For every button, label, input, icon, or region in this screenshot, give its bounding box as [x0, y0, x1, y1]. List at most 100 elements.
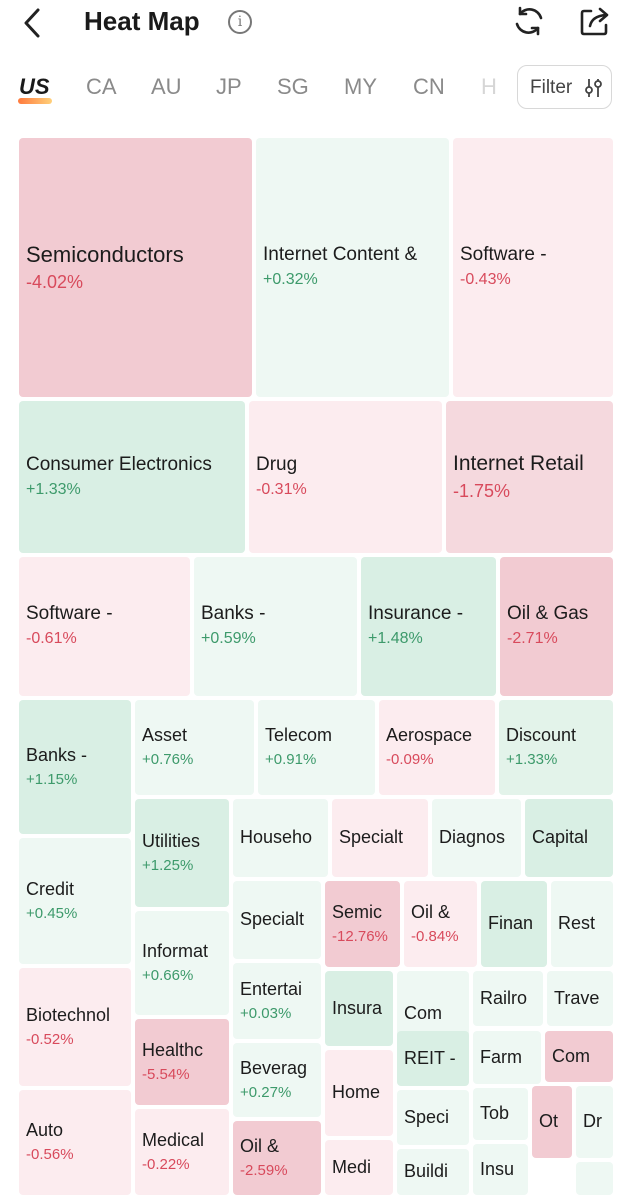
- tile-name: Farm: [480, 1047, 522, 1067]
- heat-map-tile[interactable]: Drug -0.31%: [249, 401, 442, 553]
- tile-name: Aerospace: [386, 725, 473, 745]
- heat-map-tile[interactable]: Speci: [397, 1090, 469, 1145]
- tile-name: Semiconductors: [26, 242, 184, 267]
- heat-map-tile[interactable]: Software - -0.43%: [453, 138, 613, 397]
- tab-ca[interactable]: CA: [86, 74, 117, 99]
- tile-name: Househo: [240, 827, 313, 847]
- heat-map-tile[interactable]: Dr: [576, 1086, 613, 1158]
- heat-map-tile[interactable]: Asset +0.76%: [135, 700, 254, 795]
- tab-sg[interactable]: SG: [277, 74, 309, 99]
- heat-map-tile[interactable]: Banks - +0.59%: [194, 557, 357, 696]
- tile-change: -0.61%: [26, 630, 77, 647]
- tile-change: +1.15%: [26, 771, 78, 788]
- market-tabs: US CA AU JP SG MY CN H: [0, 62, 633, 114]
- heat-map-tile[interactable]: Beverag +0.27%: [233, 1043, 321, 1117]
- tile-change: +1.33%: [506, 751, 558, 768]
- heat-map-tile[interactable]: Finan: [481, 881, 547, 967]
- heat-map-tile[interactable]: Farm: [473, 1031, 541, 1084]
- heat-map-tile[interactable]: Oil & Gas -2.71%: [500, 557, 613, 696]
- tile-change: -0.22%: [142, 1156, 190, 1173]
- heat-map-tile[interactable]: Capital: [525, 799, 613, 877]
- heat-map-tile[interactable]: Househo: [233, 799, 328, 877]
- tile-name: Rest: [558, 913, 596, 933]
- heat-map-tile[interactable]: Informat +0.66%: [135, 911, 229, 1015]
- tile-change: +0.45%: [26, 905, 78, 922]
- tab-jp[interactable]: JP: [216, 74, 242, 99]
- tile-change: +1.25%: [142, 857, 194, 874]
- tile-name: Software -: [460, 244, 547, 265]
- heat-map-tile[interactable]: Banks - +1.15%: [19, 700, 131, 834]
- tile-name: Oil &: [411, 902, 451, 922]
- tile-name: Consumer Electronics: [26, 454, 212, 475]
- tile-name: Trave: [554, 988, 600, 1008]
- heat-map-tile[interactable]: Internet Content & +0.32%: [256, 138, 449, 397]
- tile-name: Utilities: [142, 831, 201, 851]
- heat-map-tile[interactable]: Oil & -2.59%: [233, 1121, 321, 1195]
- refresh-icon[interactable]: [512, 4, 546, 38]
- heat-map-tile[interactable]: Entertai +0.03%: [233, 963, 321, 1039]
- tile-name: Internet Retail: [453, 452, 584, 475]
- heat-map-tile[interactable]: Diagnos: [432, 799, 521, 877]
- tile-name: Speci: [404, 1107, 450, 1127]
- heat-map-tile[interactable]: Insurance - +1.48%: [361, 557, 496, 696]
- heat-map-tile[interactable]: Biotechnol -0.52%: [19, 968, 131, 1086]
- tile-change: +1.33%: [26, 481, 81, 498]
- heat-map-tile[interactable]: Credit +0.45%: [19, 838, 131, 964]
- share-icon[interactable]: [578, 4, 612, 38]
- tile-name: Medical: [142, 1130, 205, 1150]
- heat-map-tile[interactable]: Specialt: [233, 881, 321, 959]
- tile-name: Oil & Gas: [507, 603, 589, 624]
- tile-name: Diagnos: [439, 827, 506, 847]
- tile-name: Com: [552, 1046, 591, 1066]
- heat-map-tile[interactable]: Insu: [473, 1144, 528, 1195]
- heat-map-tile[interactable]: Tob: [473, 1088, 528, 1140]
- heat-map-tile[interactable]: Telecom +0.91%: [258, 700, 375, 795]
- tile-name: Healthc: [142, 1040, 204, 1060]
- tab-my[interactable]: MY: [344, 74, 377, 99]
- heat-map-tile[interactable]: Oil & -0.84%: [404, 881, 477, 967]
- tile-name: Insura: [332, 998, 383, 1018]
- tile-change: +0.59%: [201, 630, 256, 647]
- tile-change: +0.76%: [142, 751, 194, 768]
- filter-button[interactable]: Filter: [517, 65, 612, 109]
- tile-change: -2.71%: [507, 630, 558, 647]
- heat-map-tile[interactable]: [576, 1162, 613, 1195]
- heat-map-tile[interactable]: Ot: [532, 1086, 572, 1158]
- heat-map-tile[interactable]: Discount +1.33%: [499, 700, 613, 795]
- tile-name: Entertai: [240, 979, 303, 999]
- heat-map-tile[interactable]: Home: [325, 1050, 393, 1136]
- chevron-left-icon[interactable]: [18, 6, 48, 38]
- heat-map-tile[interactable]: Railro: [473, 971, 543, 1026]
- heat-map-tile[interactable]: Specialt: [332, 799, 428, 877]
- heat-map-tile[interactable]: Semiconductors -4.02%: [19, 138, 252, 397]
- tile-change: -2.59%: [240, 1162, 288, 1179]
- heat-map-tile[interactable]: Internet Retail -1.75%: [446, 401, 613, 553]
- tile-change: -0.56%: [26, 1146, 74, 1163]
- heat-map-tile[interactable]: Medical -0.22%: [135, 1109, 229, 1195]
- heat-map-tile[interactable]: Com: [545, 1031, 613, 1082]
- tile-change: -0.52%: [26, 1031, 74, 1048]
- heat-map-tile[interactable]: Trave: [547, 971, 613, 1026]
- tab-au[interactable]: AU: [151, 74, 182, 99]
- heat-map-tile[interactable]: Semic -12.76%: [325, 881, 400, 967]
- heat-map-tile[interactable]: Medi: [325, 1140, 393, 1195]
- tile-name: Telecom: [265, 725, 333, 745]
- heat-map-tile[interactable]: Insura: [325, 971, 393, 1046]
- info-icon[interactable]: i: [228, 10, 252, 34]
- heat-map-tile[interactable]: Software - -0.61%: [19, 557, 190, 696]
- tab-us[interactable]: US: [19, 74, 50, 99]
- heat-map-tile[interactable]: Aerospace -0.09%: [379, 700, 495, 795]
- heat-map-tile[interactable]: REIT -: [397, 1031, 469, 1086]
- heat-map-tile[interactable]: Rest: [551, 881, 613, 967]
- heat-map-tile[interactable]: Utilities +1.25%: [135, 799, 229, 907]
- tile-change: -1.75%: [453, 481, 511, 501]
- tile-name: Finan: [488, 913, 534, 933]
- heat-map-tile[interactable]: Buildi: [397, 1149, 469, 1195]
- tile-name: Railro: [480, 988, 528, 1008]
- page-title: Heat Map: [84, 6, 200, 36]
- heat-map-tile[interactable]: Auto -0.56%: [19, 1090, 131, 1195]
- heat-map-tile[interactable]: Consumer Electronics +1.33%: [19, 401, 245, 553]
- tab-cn[interactable]: CN: [413, 74, 445, 99]
- tab-hk[interactable]: H: [481, 74, 497, 99]
- heat-map-tile[interactable]: Healthc -5.54%: [135, 1019, 229, 1105]
